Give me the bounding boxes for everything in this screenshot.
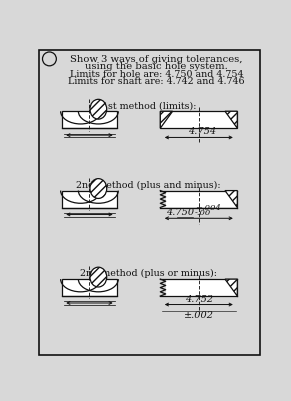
Text: 2nd method (plus or minus):: 2nd method (plus or minus): (80, 269, 217, 278)
Polygon shape (225, 279, 237, 296)
Ellipse shape (90, 99, 107, 119)
Text: 4.750: 4.750 (166, 208, 194, 217)
Text: +.004: +.004 (195, 204, 221, 212)
Text: ±.002: ±.002 (184, 312, 214, 320)
Polygon shape (160, 111, 173, 128)
Text: Limits for hole are: 4.750 and 4.754: Limits for hole are: 4.750 and 4.754 (70, 71, 243, 79)
Ellipse shape (90, 267, 107, 287)
Bar (62, 111, 117, 128)
Circle shape (42, 52, 56, 66)
Text: -.00: -.00 (195, 209, 211, 217)
Text: 1st method (limits):: 1st method (limits): (102, 102, 196, 111)
Ellipse shape (90, 178, 107, 198)
Bar (166, 191, 237, 207)
Polygon shape (225, 190, 237, 207)
Bar (62, 279, 117, 296)
Bar (160, 111, 237, 128)
Bar (166, 279, 237, 296)
Polygon shape (225, 111, 237, 128)
Text: 2nd method (plus and minus):: 2nd method (plus and minus): (77, 180, 221, 190)
Text: Limits for shaft are: 4.742 and 4.746: Limits for shaft are: 4.742 and 4.746 (68, 77, 245, 85)
Bar (62, 190, 117, 207)
Text: using the basic hole system.: using the basic hole system. (85, 62, 228, 71)
Text: 1: 1 (46, 53, 53, 65)
Text: 4.754: 4.754 (188, 127, 216, 136)
Text: 4.752: 4.752 (185, 295, 213, 304)
Text: Show 3 ways of giving tolerances,: Show 3 ways of giving tolerances, (70, 55, 243, 64)
